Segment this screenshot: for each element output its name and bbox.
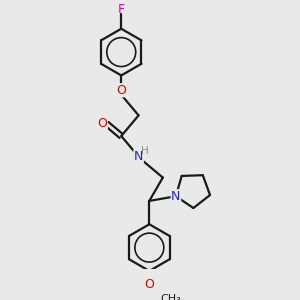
Text: N: N <box>171 190 181 203</box>
Text: O: O <box>98 116 107 130</box>
Text: N: N <box>134 150 143 163</box>
Text: H: H <box>141 146 149 156</box>
Text: O: O <box>144 278 154 291</box>
Text: F: F <box>118 3 125 16</box>
Text: CH₃: CH₃ <box>160 294 181 300</box>
Text: O: O <box>116 84 126 97</box>
